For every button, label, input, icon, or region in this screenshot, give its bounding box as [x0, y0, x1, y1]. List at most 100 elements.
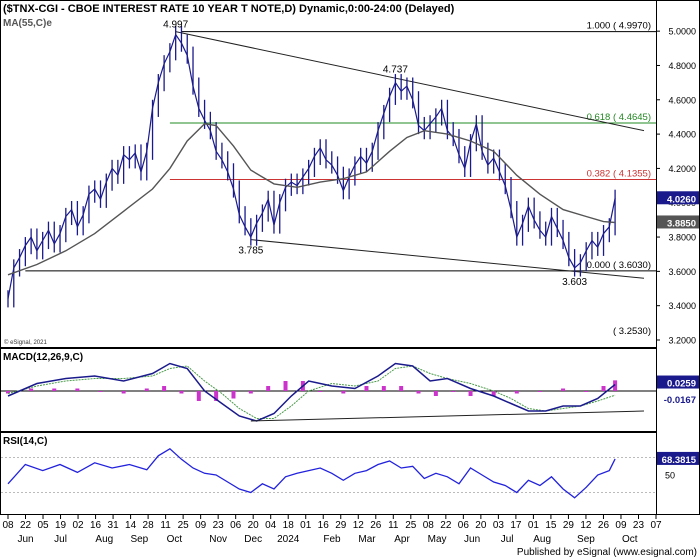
fib-level-label: 0.382 ( 4.1355)	[587, 168, 651, 179]
macd-histogram-bar	[613, 380, 618, 391]
x-date-label: 23	[633, 520, 645, 531]
price-panel-frame	[0, 0, 657, 348]
x-date-label: 01	[528, 520, 540, 531]
x-date-label: 08	[423, 520, 435, 531]
x-date-label: 29	[563, 520, 575, 531]
y-tick-label: 5.0000	[668, 27, 696, 37]
x-date-label: 02	[72, 520, 84, 531]
swing-label: 4.737	[383, 64, 408, 75]
x-date-label: 12	[353, 520, 365, 531]
macd-histogram-bar	[318, 391, 323, 392]
x-month-label: May	[428, 534, 447, 545]
x-date-label: 19	[55, 520, 67, 531]
macd-panel: 0.0259 -0.0167	[1, 362, 699, 422]
x-date-label: 25	[178, 520, 190, 531]
x-date-label: 20	[475, 520, 487, 531]
x-month-label: Jun	[464, 534, 480, 545]
rsi-panel: 50 68.3815	[1, 447, 699, 499]
macd-histogram-bar	[121, 391, 126, 394]
swing-label: 3.785	[238, 246, 263, 257]
x-date-label: 22	[440, 520, 452, 531]
x-month-label: Feb	[323, 534, 341, 545]
x-date-label: 17	[510, 520, 522, 531]
ma-value-label: 3.8850	[667, 218, 696, 229]
macd-histogram-bar	[29, 388, 34, 391]
trendline	[250, 239, 645, 279]
macd-histogram-bar	[75, 388, 80, 391]
x-date-label: 16	[318, 520, 330, 531]
x-date-label: 09	[615, 520, 627, 531]
y-tick-label: 4.2000	[668, 164, 696, 174]
swing-label: 4.997	[163, 20, 188, 31]
macd-histogram-bar	[381, 386, 386, 391]
x-date-label: 20	[248, 520, 260, 531]
signal-value-label: -0.0167	[664, 395, 696, 406]
macd-histogram-bar	[196, 391, 201, 401]
ma-line	[7, 123, 616, 276]
x-date-label: 11	[160, 520, 171, 531]
fib-level-label: 0.000 ( 3.6030)	[587, 260, 651, 271]
x-month-label: Nov	[209, 534, 227, 545]
y-tick-label: 3.4000	[668, 301, 696, 311]
x-date-label: 09	[195, 520, 207, 531]
macd-histogram-bar	[601, 386, 606, 391]
x-month-label: Jul	[54, 534, 67, 545]
x-month-label: Sep	[577, 534, 595, 545]
y-tick-label: 3.2000	[668, 336, 696, 346]
x-month-label: Oct	[622, 534, 638, 545]
fib-level-label: 0.618 ( 4.4645)	[587, 112, 651, 123]
macd-histogram-bar	[468, 391, 473, 396]
x-date-label: 14	[125, 520, 137, 531]
macd-histogram-bar	[561, 388, 566, 391]
macd-histogram-bar	[399, 386, 404, 391]
x-date-label: 29	[335, 520, 347, 531]
macd-histogram-bar	[364, 386, 369, 391]
macd-histogram-bar	[162, 386, 167, 391]
macd-histogram-bar	[266, 386, 271, 391]
ma-label: MA(55,C)e	[3, 18, 52, 29]
last-price-label-bg	[657, 191, 699, 205]
last-price-label: 4.0260	[667, 194, 696, 205]
right-axis-frame	[656, 0, 700, 515]
macd-histogram-bar	[433, 391, 438, 396]
x-month-label: Jun	[17, 534, 33, 545]
x-date-label: 11	[388, 520, 399, 531]
x-month-label: Jul	[501, 534, 514, 545]
macd-histogram-bar	[52, 388, 57, 391]
x-date-label: 31	[108, 520, 120, 531]
x-date-label: 04	[265, 520, 277, 531]
x-date-label: 08	[2, 520, 14, 531]
x-date-label: 26	[598, 520, 610, 531]
y-tick-label: 4.6000	[668, 95, 696, 105]
macd-histogram-bar	[179, 391, 184, 394]
rsi-line	[7, 447, 616, 499]
x-month-label: Aug	[95, 534, 113, 545]
macd-histogram-bar	[214, 391, 219, 401]
rsi-value-label-bg	[657, 451, 699, 465]
macd-histogram-bar	[341, 391, 346, 394]
x-month-label: Mar	[358, 534, 376, 545]
extra-level-label: ( 3.2530)	[613, 326, 651, 337]
x-date-label: 03	[493, 520, 505, 531]
published-label: Published by eSignal (www.esignal.com)	[517, 547, 697, 558]
macd-histogram-bar	[6, 391, 10, 394]
macd-histogram-bar	[248, 391, 253, 394]
x-date-label: 07	[650, 520, 662, 531]
y-tick-label: 4.8000	[668, 61, 696, 71]
x-month-label: Apr	[394, 534, 410, 545]
macd-line	[7, 362, 616, 422]
macd-value-label-bg	[657, 375, 699, 389]
copyright-label: © eSignal, 2021	[4, 339, 47, 346]
chart-title: ($TNX-CGI - CBOE INTEREST RATE 10 YEAR T…	[3, 3, 455, 15]
x-date-label: 06	[230, 520, 242, 531]
macd-histogram-bar	[144, 388, 149, 391]
trendline	[175, 31, 645, 132]
price-panel: 3.20003.40003.60003.80004.00004.20004.40…	[7, 20, 699, 346]
rsi-panel-frame	[0, 432, 657, 515]
macd-histogram-bar	[283, 381, 288, 391]
signal-value-label-bg	[657, 392, 699, 406]
macd-histogram-bar	[451, 391, 456, 392]
y-tick-label: 4.4000	[668, 130, 696, 140]
price-line	[7, 33, 616, 299]
